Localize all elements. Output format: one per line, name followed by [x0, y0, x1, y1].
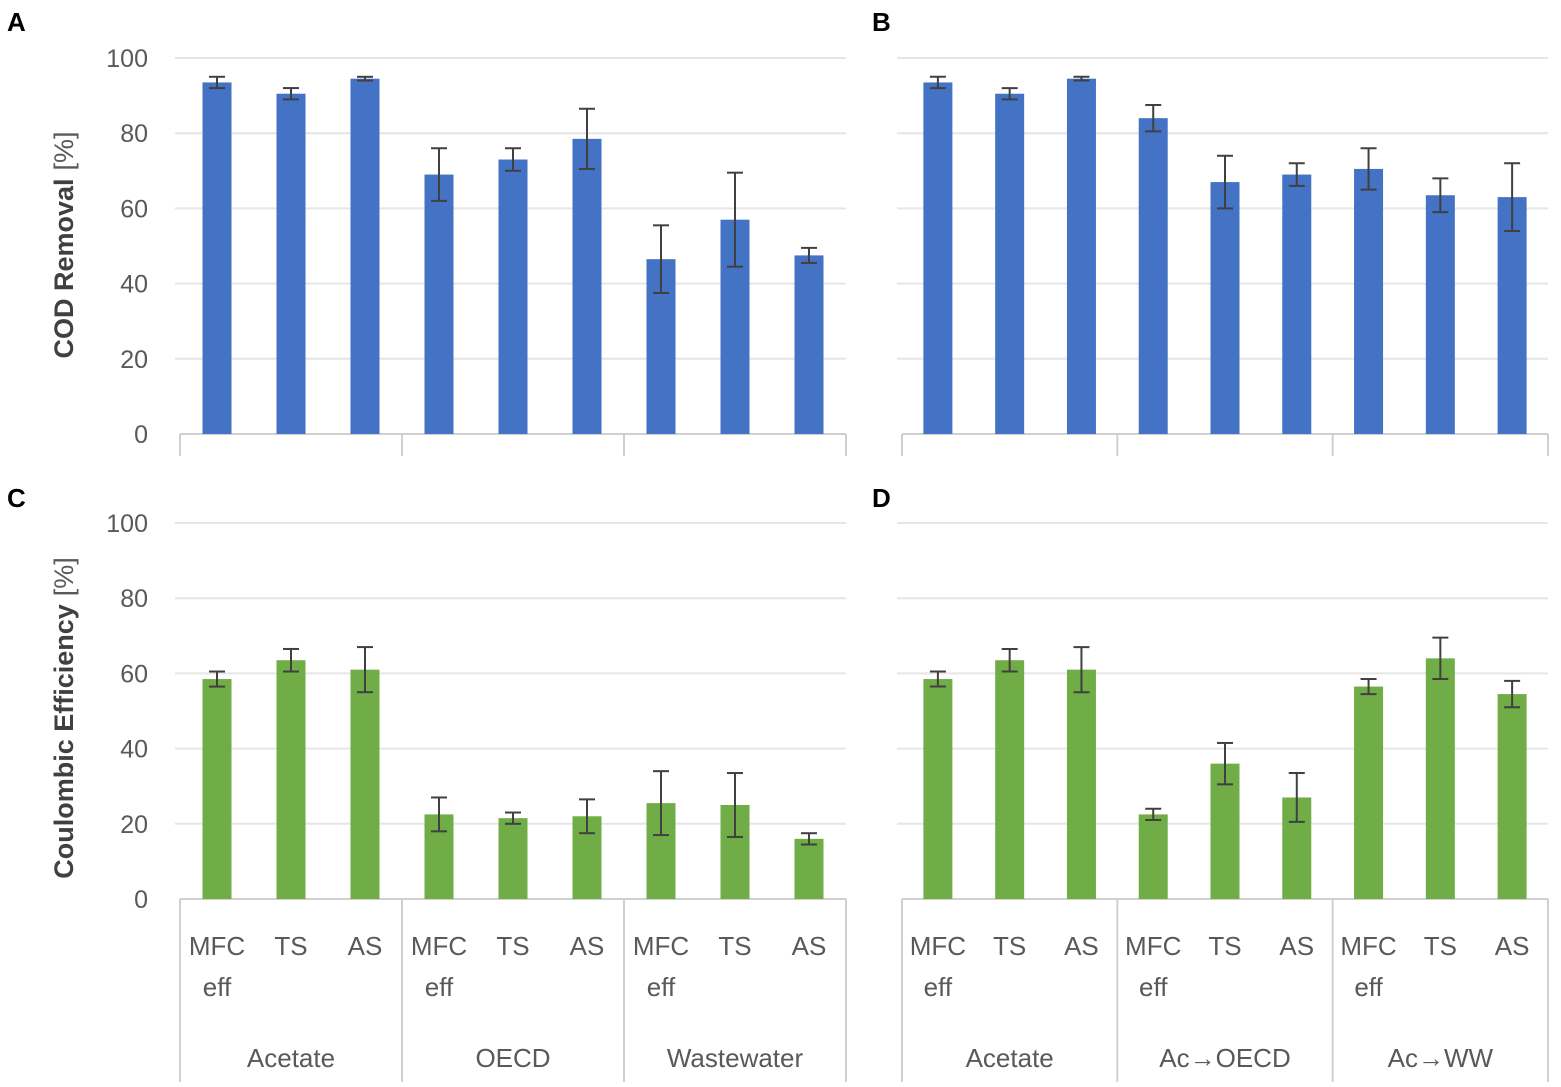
group-label-d-1: Ac→OECD — [1159, 1043, 1290, 1073]
bar-a-2 — [350, 78, 380, 435]
category-label-c-7: TS — [718, 931, 751, 961]
bar-c-1 — [276, 660, 306, 899]
category-label-line2-d-0: eff — [924, 972, 953, 1002]
bar-b-2 — [1066, 78, 1096, 435]
bar-b-4 — [1210, 182, 1240, 434]
category-label-d-5: AS — [1279, 931, 1314, 961]
bar-a-4 — [498, 159, 528, 434]
category-label-d-1: TS — [993, 931, 1026, 961]
bar-c-0 — [202, 679, 232, 899]
category-label-c-0: MFC — [189, 931, 245, 961]
y-tick-label-a-20: 20 — [120, 346, 148, 374]
bar-c-4 — [498, 818, 528, 899]
bar-b-6 — [1354, 168, 1384, 435]
category-label-c-1: TS — [274, 931, 307, 961]
bar-a-3 — [424, 174, 454, 434]
y-axis-title-cod: COD Removal [%] — [49, 131, 79, 358]
y-axis-title-cod-text: COD Removal — [49, 178, 79, 358]
category-label-c-2: AS — [348, 931, 383, 961]
bar-a-5 — [572, 138, 602, 434]
category-label-d-0: MFC — [910, 931, 966, 961]
category-label-d-6: MFC — [1340, 931, 1396, 961]
chart-layer: 0 20 40 60 80 100 0 20 40 60 80 100 MFC eff TS AS MFC eff… — [106, 45, 1549, 1082]
category-label-line2-c-0: eff — [203, 972, 232, 1002]
y-axis-title-ce-text: Coulombic Efficiency — [49, 604, 79, 879]
category-label-c-5: AS — [570, 931, 605, 961]
panel-letter-a: A — [7, 7, 26, 37]
y-tick-label-a-40: 40 — [120, 271, 148, 299]
category-label-line2-d-6: eff — [1354, 972, 1383, 1002]
bar-d-1 — [995, 660, 1025, 899]
bar-b-1 — [995, 93, 1025, 434]
y-tick-label-c-20: 20 — [120, 811, 148, 839]
category-label-line2-c-6: eff — [647, 972, 676, 1002]
category-label-c-4: TS — [496, 931, 529, 961]
y-tick-label-a-60: 60 — [120, 195, 148, 223]
y-axis-title-cod-unit: [%] — [49, 131, 79, 170]
y-tick-label-c-80: 80 — [120, 585, 148, 613]
category-label-c-8: AS — [792, 931, 827, 961]
y-axis-title-ce: Coulombic Efficiency [%] — [49, 557, 79, 879]
category-label-d-4: TS — [1208, 931, 1241, 961]
category-label-d-2: AS — [1064, 931, 1099, 961]
group-label-d-0: Acetate — [966, 1043, 1054, 1073]
bar-b-3 — [1138, 118, 1168, 434]
y-tick-label-a-100: 100 — [106, 45, 148, 73]
y-axis-title-ce-unit: [%] — [49, 557, 79, 596]
category-label-d-7: TS — [1424, 931, 1457, 961]
bar-b-0 — [923, 82, 953, 434]
y-tick-label-c-60: 60 — [120, 660, 148, 688]
category-label-c-3: MFC — [411, 931, 467, 961]
y-tick-label-c-40: 40 — [120, 736, 148, 764]
bar-b-7 — [1425, 195, 1455, 434]
bar-b-5 — [1282, 174, 1312, 434]
category-label-line2-c-3: eff — [425, 972, 454, 1002]
category-label-d-8: AS — [1495, 931, 1530, 961]
y-tick-label-a-80: 80 — [120, 120, 148, 148]
bar-d-8 — [1497, 694, 1527, 899]
group-label-c-0: Acetate — [247, 1043, 335, 1073]
bar-a-8 — [794, 255, 824, 434]
group-label-c-2: Wastewater — [667, 1043, 804, 1073]
category-label-c-6: MFC — [633, 931, 689, 961]
y-tick-label-a-0: 0 — [134, 421, 148, 449]
panel-letter-c: C — [7, 483, 26, 513]
category-label-d-3: MFC — [1125, 931, 1181, 961]
bar-d-7 — [1425, 658, 1455, 899]
bar-d-4 — [1210, 763, 1240, 899]
panel-letter-b: B — [872, 7, 891, 37]
panel-letter-d: D — [872, 483, 891, 513]
y-tick-label-c-100: 100 — [106, 510, 148, 538]
bar-b-8 — [1497, 197, 1527, 434]
bar-d-3 — [1138, 814, 1168, 899]
group-label-d-2: Ac→WW — [1388, 1043, 1494, 1073]
group-label-c-1: OECD — [475, 1043, 550, 1073]
bar-c-8 — [794, 838, 824, 899]
bar-a-1 — [276, 93, 306, 434]
bar-c-2 — [350, 669, 380, 899]
category-label-line2-d-3: eff — [1139, 972, 1168, 1002]
bar-d-6 — [1354, 686, 1384, 899]
bar-d-0 — [923, 679, 953, 899]
bar-a-0 — [202, 82, 232, 434]
bar-d-2 — [1066, 669, 1096, 899]
y-tick-label-c-0: 0 — [134, 886, 148, 914]
